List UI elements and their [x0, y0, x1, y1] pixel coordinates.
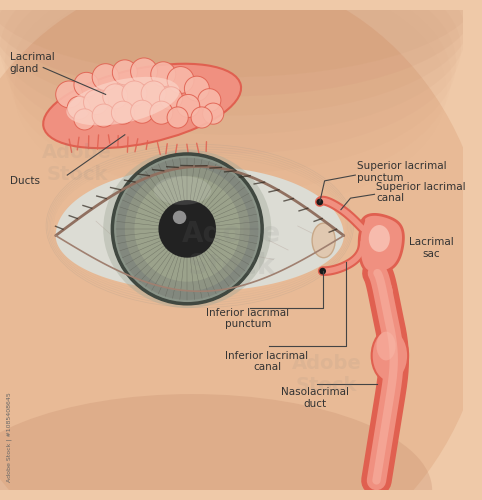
Text: Superior lacrimal
canal: Superior lacrimal canal [376, 182, 466, 203]
Circle shape [177, 94, 200, 118]
Circle shape [92, 104, 115, 127]
Circle shape [103, 84, 128, 109]
Text: Adobe
Stock: Adobe Stock [292, 354, 362, 396]
Circle shape [131, 58, 158, 85]
Circle shape [112, 154, 262, 304]
Circle shape [160, 86, 183, 110]
Circle shape [111, 101, 134, 124]
Circle shape [74, 72, 99, 98]
Ellipse shape [43, 64, 241, 148]
Circle shape [173, 210, 187, 224]
Circle shape [198, 88, 221, 112]
Circle shape [316, 198, 323, 205]
Circle shape [150, 101, 173, 124]
Ellipse shape [372, 329, 408, 382]
Circle shape [83, 90, 108, 114]
Circle shape [167, 107, 188, 128]
Text: Nasolacrimal
duct: Nasolacrimal duct [281, 388, 349, 409]
Text: Adobe Stock | #1085408645: Adobe Stock | #1085408645 [7, 392, 12, 482]
Ellipse shape [375, 279, 394, 308]
Circle shape [134, 176, 240, 282]
Circle shape [112, 60, 137, 85]
Circle shape [167, 66, 194, 94]
Circle shape [122, 81, 147, 106]
Circle shape [67, 96, 90, 120]
Circle shape [125, 166, 250, 292]
Circle shape [131, 100, 154, 123]
Ellipse shape [376, 332, 396, 360]
Text: Inferior lacrimal
punctum: Inferior lacrimal punctum [206, 308, 289, 329]
Text: Inferior lacrimal
canal: Inferior lacrimal canal [226, 351, 308, 372]
Ellipse shape [312, 223, 335, 258]
Polygon shape [359, 214, 403, 273]
Ellipse shape [0, 0, 480, 77]
Ellipse shape [0, 0, 475, 96]
Text: Lacrimal
sac: Lacrimal sac [409, 238, 454, 259]
Text: Adobe
Stock: Adobe Stock [182, 220, 281, 280]
Text: Adobe
Stock: Adobe Stock [42, 143, 112, 184]
Text: Ducts: Ducts [10, 176, 40, 186]
Circle shape [116, 158, 258, 300]
Circle shape [202, 103, 224, 124]
Text: Lacrimal
gland: Lacrimal gland [10, 52, 54, 74]
Ellipse shape [154, 176, 211, 205]
Circle shape [159, 200, 216, 258]
Polygon shape [56, 166, 344, 292]
Circle shape [56, 81, 82, 108]
Circle shape [319, 268, 326, 274]
Ellipse shape [103, 150, 271, 308]
Ellipse shape [369, 225, 390, 252]
Ellipse shape [0, 0, 470, 116]
Circle shape [191, 107, 212, 128]
Circle shape [185, 76, 209, 101]
Text: Superior lacrimal
punctum: Superior lacrimal punctum [357, 162, 447, 183]
Ellipse shape [0, 394, 432, 500]
Circle shape [74, 109, 95, 130]
Circle shape [151, 62, 176, 86]
Circle shape [92, 64, 119, 90]
Ellipse shape [67, 77, 179, 126]
Circle shape [141, 81, 166, 106]
Ellipse shape [0, 0, 466, 135]
